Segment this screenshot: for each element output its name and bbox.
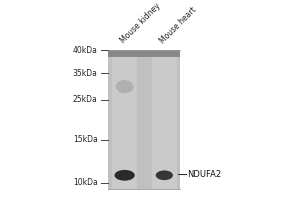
Text: 35kDa: 35kDa [73, 69, 98, 78]
Text: 15kDa: 15kDa [73, 135, 98, 144]
Bar [108, 50, 180, 57]
Text: Mouse heart: Mouse heart [158, 5, 198, 45]
Text: 10kDa: 10kDa [73, 178, 98, 187]
Text: 25kDa: 25kDa [73, 95, 98, 104]
Ellipse shape [156, 170, 173, 180]
Text: NDUFA2: NDUFA2 [187, 170, 221, 179]
Ellipse shape [115, 170, 135, 181]
Text: 40kDa: 40kDa [73, 46, 98, 55]
Ellipse shape [116, 80, 134, 93]
Text: Mouse kidney: Mouse kidney [118, 2, 162, 45]
Bar [112, 50, 137, 189]
Bar [152, 50, 177, 189]
Bar [108, 50, 180, 189]
